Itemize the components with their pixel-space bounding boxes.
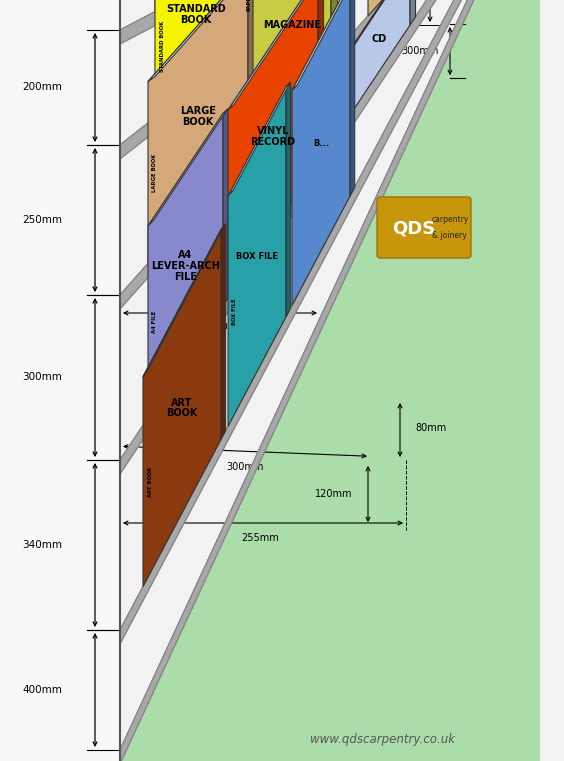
Text: B...: B... [313, 139, 329, 148]
Polygon shape [120, 0, 540, 761]
Text: 340mm: 340mm [22, 540, 62, 550]
Text: 80mm: 80mm [415, 423, 446, 433]
Polygon shape [348, 0, 410, 118]
Text: BOX FILE: BOX FILE [232, 298, 237, 325]
Polygon shape [120, 0, 541, 750]
Polygon shape [120, 0, 540, 474]
Text: & joinery: & joinery [432, 231, 467, 240]
Polygon shape [155, 0, 237, 117]
Polygon shape [221, 224, 226, 439]
Text: CD: CD [371, 34, 387, 44]
Polygon shape [318, 0, 324, 163]
Polygon shape [120, 0, 540, 644]
Text: STANDARD
BOOK: STANDARD BOOK [166, 4, 226, 25]
Text: STANDARD BOOK: STANDARD BOOK [160, 21, 165, 72]
Text: ART BOOK: ART BOOK [148, 466, 152, 497]
Polygon shape [143, 224, 225, 377]
Polygon shape [120, 0, 540, 761]
Polygon shape [228, 87, 286, 426]
Polygon shape [120, 0, 540, 44]
Text: QDS: QDS [392, 219, 435, 237]
Text: 300mm: 300mm [402, 46, 439, 56]
Polygon shape [120, 0, 541, 295]
Text: 120mm: 120mm [315, 489, 352, 499]
Polygon shape [368, 0, 404, 16]
Polygon shape [143, 230, 221, 587]
Polygon shape [228, 82, 290, 196]
Polygon shape [410, 0, 416, 25]
Polygon shape [331, 0, 338, 58]
Polygon shape [148, 113, 223, 418]
Polygon shape [120, 0, 541, 145]
Bar [120, 0, 564, 761]
Text: ART
BOOK: ART BOOK [166, 398, 198, 419]
Text: BOX FILE: BOX FILE [236, 252, 278, 261]
Polygon shape [228, 0, 322, 110]
Text: 130mm: 130mm [201, 321, 239, 331]
Polygon shape [292, 0, 354, 91]
Polygon shape [292, 0, 300, 10]
Text: carpentry: carpentry [432, 215, 469, 224]
Polygon shape [148, 0, 248, 263]
Text: 300mm: 300mm [22, 372, 62, 383]
Polygon shape [120, 0, 541, 630]
Polygon shape [350, 0, 355, 196]
Polygon shape [120, 0, 540, 309]
Polygon shape [237, 0, 245, 53]
Polygon shape [348, 0, 413, 53]
Text: MAGAZINE: MAGAZINE [263, 21, 321, 30]
Text: 250mm: 250mm [22, 215, 62, 225]
Text: LARGE BOOK: LARGE BOOK [152, 154, 157, 192]
Polygon shape [148, 110, 227, 226]
Polygon shape [242, 0, 292, 49]
Polygon shape [286, 82, 290, 317]
Text: PAPERBACK: PAPERBACK [246, 0, 252, 11]
Polygon shape [292, 0, 350, 306]
Polygon shape [155, 0, 220, 11]
Text: VINYL
RECORD: VINYL RECORD [250, 126, 296, 147]
Polygon shape [223, 108, 228, 305]
Text: LARGE
BOOK: LARGE BOOK [180, 106, 216, 126]
Text: 300mm: 300mm [226, 462, 264, 473]
Bar [0, 0, 120, 761]
Text: 200mm: 200mm [22, 82, 62, 93]
Text: A4
LEVER-ARCH
FILE: A4 LEVER-ARCH FILE [151, 250, 220, 282]
Polygon shape [248, 0, 254, 151]
Polygon shape [120, 0, 541, 30]
Polygon shape [228, 0, 318, 298]
FancyBboxPatch shape [377, 197, 471, 258]
Text: A4 FILE: A4 FILE [152, 311, 157, 333]
Polygon shape [120, 0, 541, 460]
Polygon shape [253, 0, 331, 145]
Text: 255mm: 255mm [241, 533, 279, 543]
Text: 400mm: 400mm [22, 685, 62, 695]
Text: www.qdscarpentry.co.uk: www.qdscarpentry.co.uk [310, 733, 455, 746]
Polygon shape [148, 0, 253, 81]
Polygon shape [120, 0, 540, 159]
